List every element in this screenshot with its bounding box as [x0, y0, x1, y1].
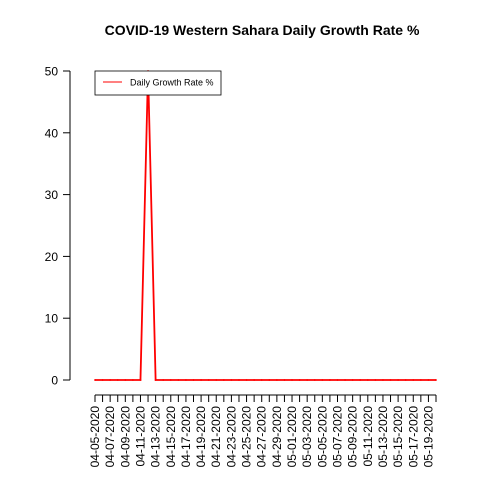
- data-point: [177, 379, 180, 381]
- y-tick-label: 0: [51, 374, 58, 388]
- data-point: [139, 379, 142, 381]
- data-point: [101, 379, 104, 381]
- data-point: [359, 379, 362, 381]
- legend-label: Daily Growth Rate %: [130, 78, 214, 88]
- data-point: [94, 379, 96, 381]
- x-tick-label: 04-29-2020: [270, 406, 284, 468]
- data-point: [154, 379, 157, 381]
- x-tick-label: 05-07-2020: [330, 406, 344, 468]
- data-point: [230, 379, 233, 381]
- x-tick-label: 05-17-2020: [406, 406, 420, 468]
- legend-box: [94, 70, 222, 96]
- legend: Daily Growth Rate %: [94, 70, 222, 96]
- data-point: [419, 379, 422, 381]
- data-point: [215, 379, 218, 381]
- x-tick-label: 05-09-2020: [346, 406, 360, 468]
- y-tick-label: 20: [45, 250, 59, 264]
- data-point: [313, 379, 316, 381]
- x-tick-label: 04-19-2020: [194, 406, 208, 468]
- data-point: [336, 379, 339, 381]
- data-point: [109, 379, 112, 381]
- data-point: [321, 379, 324, 381]
- series-layer: [94, 70, 437, 381]
- x-tick-label: 04-11-2020: [133, 406, 147, 467]
- x-tick-label: 04-17-2020: [179, 406, 193, 468]
- data-point: [382, 379, 384, 381]
- x-tick-label: 04-07-2020: [103, 406, 117, 468]
- data-point: [412, 379, 415, 381]
- data-point: [283, 379, 286, 381]
- data-point: [124, 379, 127, 381]
- x-tick-label: 04-05-2020: [88, 406, 102, 468]
- data-point: [200, 379, 202, 381]
- data-point: [185, 379, 187, 381]
- data-point: [351, 379, 354, 381]
- data-point: [397, 379, 400, 381]
- data-point: [162, 379, 165, 381]
- x-axis: 04-05-2020 04-07-2020 04-09-2020 04-11-2020…: [88, 394, 437, 468]
- data-point: [207, 379, 210, 381]
- data-point: [245, 379, 248, 381]
- y-tick-label: 10: [45, 312, 59, 326]
- x-tick-label: 05-19-2020: [421, 406, 435, 468]
- data-point: [116, 379, 119, 381]
- data-point: [404, 379, 407, 381]
- y-tick-label: 50: [45, 65, 59, 79]
- data-point: [268, 379, 271, 381]
- data-point: [222, 379, 225, 381]
- x-tick-label: 04-25-2020: [240, 406, 254, 468]
- chart-title: COVID-19 Western Sahara Daily Growth Rat…: [105, 22, 420, 38]
- x-tick-label: 04-09-2020: [118, 406, 132, 468]
- data-point: [366, 379, 369, 381]
- x-tick-label: 04-15-2020: [164, 406, 178, 468]
- data-point: [306, 379, 309, 381]
- y-axis: 0 10 20 30 40 50: [45, 65, 71, 388]
- x-tick-label: 05-03-2020: [300, 406, 314, 468]
- y-tick-label: 30: [45, 188, 59, 202]
- x-tick-label: 05-15-2020: [391, 406, 405, 468]
- x-tick-label: 05-05-2020: [315, 406, 329, 468]
- x-tick-label: 05-13-2020: [376, 406, 390, 468]
- y-tick-label: 40: [45, 126, 59, 140]
- data-point: [329, 379, 331, 381]
- data-point: [427, 379, 430, 381]
- data-point: [169, 379, 172, 381]
- series-line: [95, 70, 436, 381]
- data-point: [131, 379, 134, 381]
- x-tick-label: 04-27-2020: [255, 406, 269, 468]
- x-tick-label: 04-23-2020: [224, 406, 238, 468]
- data-point: [192, 379, 195, 381]
- data-point: [374, 379, 377, 381]
- data-point: [389, 379, 392, 381]
- data-point: [435, 379, 437, 381]
- x-tick-label: 05-11-2020: [361, 406, 375, 467]
- data-point: [260, 379, 263, 381]
- x-tick-label: 04-13-2020: [149, 406, 163, 468]
- data-point: [253, 379, 256, 381]
- x-tick-label: 05-01-2020: [285, 406, 299, 468]
- data-point: [344, 379, 346, 381]
- data-point: [291, 379, 293, 381]
- data-point: [298, 379, 301, 381]
- x-tick-label: 04-21-2020: [209, 406, 223, 468]
- data-point: [275, 379, 278, 381]
- data-point: [238, 379, 240, 381]
